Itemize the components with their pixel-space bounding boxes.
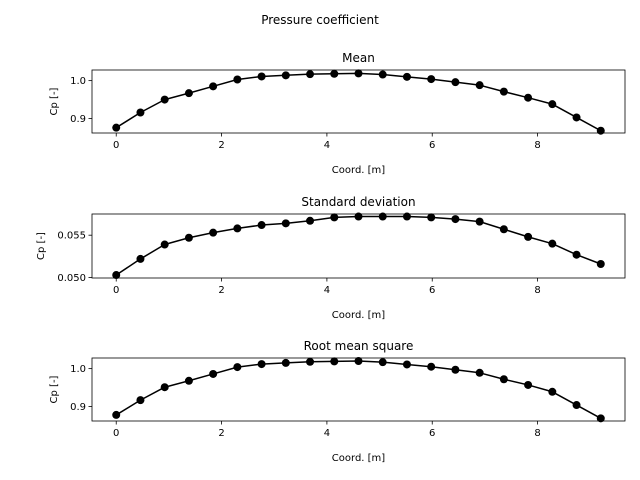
mean-data-point: [184, 89, 193, 98]
mean-data-point: [548, 100, 557, 109]
standard-deviation-data-point: [136, 254, 145, 263]
mean-data-point: [475, 81, 484, 90]
root-mean-square-y-tick-label: 1.0: [70, 364, 86, 375]
root-mean-square-data-point: [354, 357, 363, 366]
root-mean-square-y-tick-label: 0.9: [70, 402, 86, 413]
mean-x-tick-label: 0: [113, 140, 119, 151]
root-mean-square-data-point: [475, 368, 484, 377]
standard-deviation-data-point: [427, 213, 436, 222]
standard-deviation-data-point: [281, 219, 290, 228]
mean-data-point: [209, 82, 218, 91]
root-mean-square-data-point: [330, 357, 339, 366]
mean-data-point: [427, 75, 436, 84]
figure-suptitle: Pressure coefficient: [261, 13, 379, 27]
mean-subplot: Mean 0 2 4 6 8 0.9 1.0 Coord. [m] Cp [-]: [49, 51, 626, 176]
mean-data-point: [354, 69, 363, 78]
root-mean-square-data-point: [136, 396, 145, 405]
standard-deviation-data-point: [233, 224, 242, 233]
root-mean-square-data-point: [160, 383, 169, 392]
mean-data-point: [136, 108, 145, 117]
standard-deviation-subplot: Standard deviation 0 2 4 6 8 0.050 0.055 Coord. …: [36, 195, 626, 321]
standard-deviation-data-point: [112, 271, 121, 280]
root-mean-square-x-tick-label: 2: [218, 428, 224, 439]
mean-data-point: [330, 69, 339, 78]
root-mean-square-data-point: [233, 363, 242, 372]
mean-y-tick-label: 0.9: [70, 114, 86, 125]
standard-deviation-data-point: [330, 213, 339, 222]
root-mean-square-data-point: [572, 401, 581, 410]
mean-data-point: [378, 70, 387, 79]
root-mean-square-data-point: [548, 387, 557, 396]
root-mean-square-data-point: [451, 365, 460, 374]
root-mean-square-data-point: [281, 358, 290, 367]
mean-x-axis-label: Coord. [m]: [332, 165, 386, 176]
root-mean-square-data-point: [427, 362, 436, 371]
mean-data-point: [451, 78, 460, 87]
root-mean-square-x-axis-label: Coord. [m]: [332, 453, 386, 464]
root-mean-square-data-point: [596, 414, 605, 423]
standard-deviation-data-point: [596, 260, 605, 269]
mean-data-point: [402, 72, 411, 81]
standard-deviation-data-point: [160, 240, 169, 249]
standard-deviation-x-tick-label: 4: [324, 285, 330, 296]
standard-deviation-data-point: [378, 212, 387, 221]
root-mean-square-x-tick-label: 8: [534, 428, 540, 439]
mean-data-point: [257, 72, 266, 81]
mean-y-tick-label: 1.0: [70, 76, 86, 87]
standard-deviation-y-tick-label: 0.055: [57, 231, 86, 242]
standard-deviation-data-point: [402, 212, 411, 221]
mean-data-point: [306, 70, 315, 79]
standard-deviation-data-point: [306, 216, 315, 225]
root-mean-square-data-point: [499, 375, 508, 384]
root-mean-square-data-point: [524, 380, 533, 389]
root-mean-square-data-point: [378, 358, 387, 367]
root-mean-square-data-point: [306, 357, 315, 366]
standard-deviation-y-tick-label: 0.050: [57, 273, 86, 284]
standard-deviation-data-point: [475, 217, 484, 226]
root-mean-square-data-point: [257, 360, 266, 369]
mean-data-point: [524, 93, 533, 102]
mean-data-point: [112, 123, 121, 132]
mean-x-tick-label: 2: [218, 140, 224, 151]
root-mean-square-x-tick-label: 4: [324, 428, 330, 439]
mean-data-point: [499, 87, 508, 96]
root-mean-square-x-tick-label: 6: [429, 428, 435, 439]
standard-deviation-x-tick-label: 2: [218, 285, 224, 296]
mean-x-tick-label: 4: [324, 140, 330, 151]
root-mean-square-subplot: Root mean square 0 2 4 6 8 0.9 1.0 Coord. [m] Cp …: [49, 339, 626, 464]
standard-deviation-data-point: [354, 212, 363, 221]
mean-y-axis-label: Cp [-]: [49, 87, 60, 115]
root-mean-square-data-point: [209, 369, 218, 378]
standard-deviation-x-tick-label: 8: [534, 285, 540, 296]
root-mean-square-x-tick-label: 0: [113, 428, 119, 439]
standard-deviation-data-point: [548, 239, 557, 248]
mean-data-point: [572, 113, 581, 122]
root-mean-square-y-axis-label: Cp [-]: [49, 375, 60, 403]
standard-deviation-x-tick-label: 0: [113, 285, 119, 296]
standard-deviation-x-axis-label: Coord. [m]: [332, 310, 386, 321]
standard-deviation-data-point: [499, 225, 508, 234]
standard-deviation-y-axis-label: Cp [-]: [36, 232, 47, 260]
standard-deviation-x-tick-label: 6: [429, 285, 435, 296]
standard-deviation-data-point: [209, 228, 218, 237]
root-mean-square-title: Root mean square: [304, 339, 414, 353]
mean-x-tick-label: 6: [429, 140, 435, 151]
root-mean-square-data-point: [184, 376, 193, 385]
standard-deviation-title: Standard deviation: [301, 195, 415, 209]
mean-data-point: [233, 75, 242, 84]
root-mean-square-data-point: [112, 410, 121, 419]
standard-deviation-data-point: [184, 233, 193, 242]
standard-deviation-data-point: [451, 215, 460, 224]
mean-data-point: [596, 126, 605, 135]
standard-deviation-data-point: [524, 232, 533, 241]
standard-deviation-data-point: [572, 250, 581, 259]
root-mean-square-data-point: [402, 360, 411, 369]
mean-data-point: [160, 95, 169, 104]
mean-title: Mean: [342, 51, 375, 65]
mean-data-point: [281, 71, 290, 80]
standard-deviation-data-point: [257, 221, 266, 230]
mean-x-tick-label: 8: [534, 140, 540, 151]
